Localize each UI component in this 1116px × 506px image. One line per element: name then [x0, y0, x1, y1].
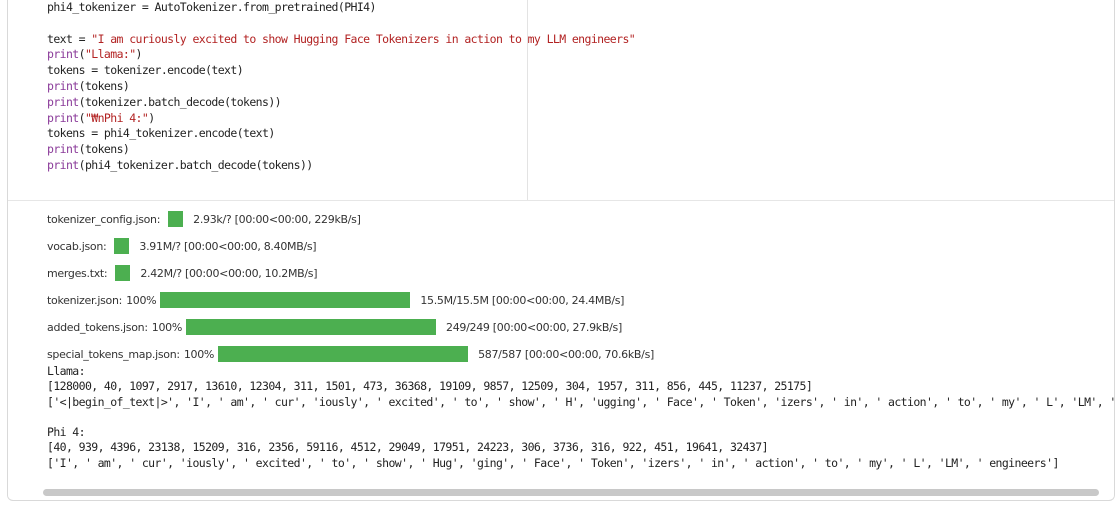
code-line: print(tokens)	[47, 142, 635, 158]
progress-row: tokenizer_config.json: 2.93k/? [00:00<00:…	[47, 210, 361, 228]
progress-row: special_tokens_map.json: 100% 587/587 [00:…	[47, 345, 654, 363]
code-token: )	[148, 110, 155, 125]
code-token: print	[47, 142, 79, 157]
output-line	[47, 410, 1114, 425]
progress-bar	[168, 211, 184, 227]
progress-stats: 2.93k/? [00:00<00:00, 229kB/s]	[193, 212, 361, 226]
progress-row: tokenizer.json: 100% 15.5M/15.5M [00:00<00…	[47, 291, 624, 309]
progress-stats: 15.5M/15.5M [00:00<00:00, 24.4MB/s]	[420, 293, 625, 307]
progress-file-label: merges.txt:	[47, 266, 108, 280]
code-token: (	[78, 47, 86, 62]
code-token: "Llama:"	[84, 47, 136, 62]
code-token: "₩nPhi 4:"	[84, 110, 149, 125]
progress-percent: 100%	[126, 293, 157, 307]
output-line: [40, 939, 4396, 23138, 15209, 316, 2356,…	[47, 440, 768, 455]
code-token: print	[47, 47, 79, 62]
code-line: print(tokenizer.batch_decode(tokens))	[47, 95, 635, 111]
code-token: (tokens)	[78, 78, 130, 93]
progress-stats: 2.42M/? [00:00<00:00, 10.2MB/s]	[140, 266, 318, 280]
progress-file-label: tokenizer.json:	[47, 293, 123, 307]
progress-bar	[218, 346, 469, 362]
code-token: phi4_tokenizer = AutoTokenizer.from_pret…	[47, 0, 376, 14]
code-token: (tokenizer.batch_decode(tokens))	[78, 94, 282, 109]
progress-percent: 100%	[151, 320, 183, 334]
code-line: text = "I am curiously excited to show H…	[47, 31, 636, 48]
horizontal-scrollbar[interactable]	[8, 487, 1114, 499]
output-line: ['<|begin_of_text|>', 'I', ' am', ' cur'…	[47, 394, 1115, 409]
output-line: [128000, 40, 1097, 2917, 13610, 12304, 3…	[47, 379, 813, 394]
progress-file-label: special_tokens_map.json:	[47, 347, 180, 361]
code-line: phi4_tokenizer = AutoTokenizer.from_pret…	[47, 0, 635, 16]
code-token: print	[47, 78, 79, 93]
progress-bar	[160, 292, 411, 308]
output-line: Phi 4:	[47, 425, 86, 440]
code-line: print("₩nPhi 4:")	[47, 111, 635, 127]
code-token: text =	[47, 31, 92, 46]
progress-stats: 3.91M/? [00:00<00:00, 8.40MB/s]	[139, 239, 317, 253]
progress-stats: 587/587 [00:00<00:00, 70.6kB/s]	[478, 347, 654, 361]
code-editor[interactable]: phi4_tokenizer = AutoTokenizer.from_pret…	[8, 0, 1114, 201]
scrollbar-thumb[interactable]	[43, 489, 1099, 496]
code-token: )	[135, 47, 143, 62]
code-line	[47, 16, 635, 32]
code-line: tokens = phi4_tokenizer.encode(text)	[47, 126, 635, 142]
output-line: ['I', ' am', ' cur', 'iously', ' excited…	[47, 455, 1059, 470]
notebook-cell: phi4_tokenizer = AutoTokenizer.from_pret…	[7, 0, 1115, 501]
output-line: Llama:	[47, 364, 86, 378]
code-token: (phi4_tokenizer.batch_decode(tokens))	[78, 157, 314, 172]
progress-percent: 100%	[183, 347, 215, 361]
progress-file-label: added_tokens.json:	[47, 320, 148, 334]
code-token: print	[47, 110, 79, 125]
progress-row: added_tokens.json: 100% 249/249 [00:00<00:…	[47, 318, 622, 336]
code-token: print	[47, 157, 79, 172]
code-line: print("Llama:")	[47, 47, 635, 63]
code-token: tokens = tokenizer.encode(text)	[47, 63, 244, 78]
progress-file-label: tokenizer_config.json:	[47, 212, 161, 226]
editor-ruler	[527, 0, 528, 200]
progress-stats: 249/249 [00:00<00:00, 27.9kB/s]	[446, 320, 622, 334]
code-token: print	[47, 94, 79, 109]
progress-bar	[115, 265, 131, 281]
code-lines: phi4_tokenizer = AutoTokenizer.from_pret…	[47, 0, 636, 174]
code-token: (tokens)	[78, 142, 130, 157]
code-token: (	[78, 110, 86, 125]
code-line: tokens = tokenizer.encode(text)	[47, 63, 635, 79]
progress-bar	[186, 319, 436, 335]
progress-bar	[114, 238, 130, 254]
code-line: print(phi4_tokenizer.batch_decode(tokens…	[47, 158, 635, 174]
progress-file-label: vocab.json:	[47, 239, 107, 253]
progress-row: merges.txt: 2.42M/? [00:00<00:00, 10.2MB/…	[47, 264, 318, 282]
code-token: tokens = phi4_tokenizer.encode(text)	[47, 126, 275, 141]
progress-row: vocab.json: 3.91M/? [00:00<00:00, 8.40MB/…	[47, 237, 317, 255]
cell-output: Llama: [128000, 40, 1097, 2917, 13610, 12…	[47, 364, 1115, 471]
code-line: print(tokens)	[47, 79, 635, 95]
code-token: "I am curiously excited to show Hugging …	[91, 31, 636, 46]
